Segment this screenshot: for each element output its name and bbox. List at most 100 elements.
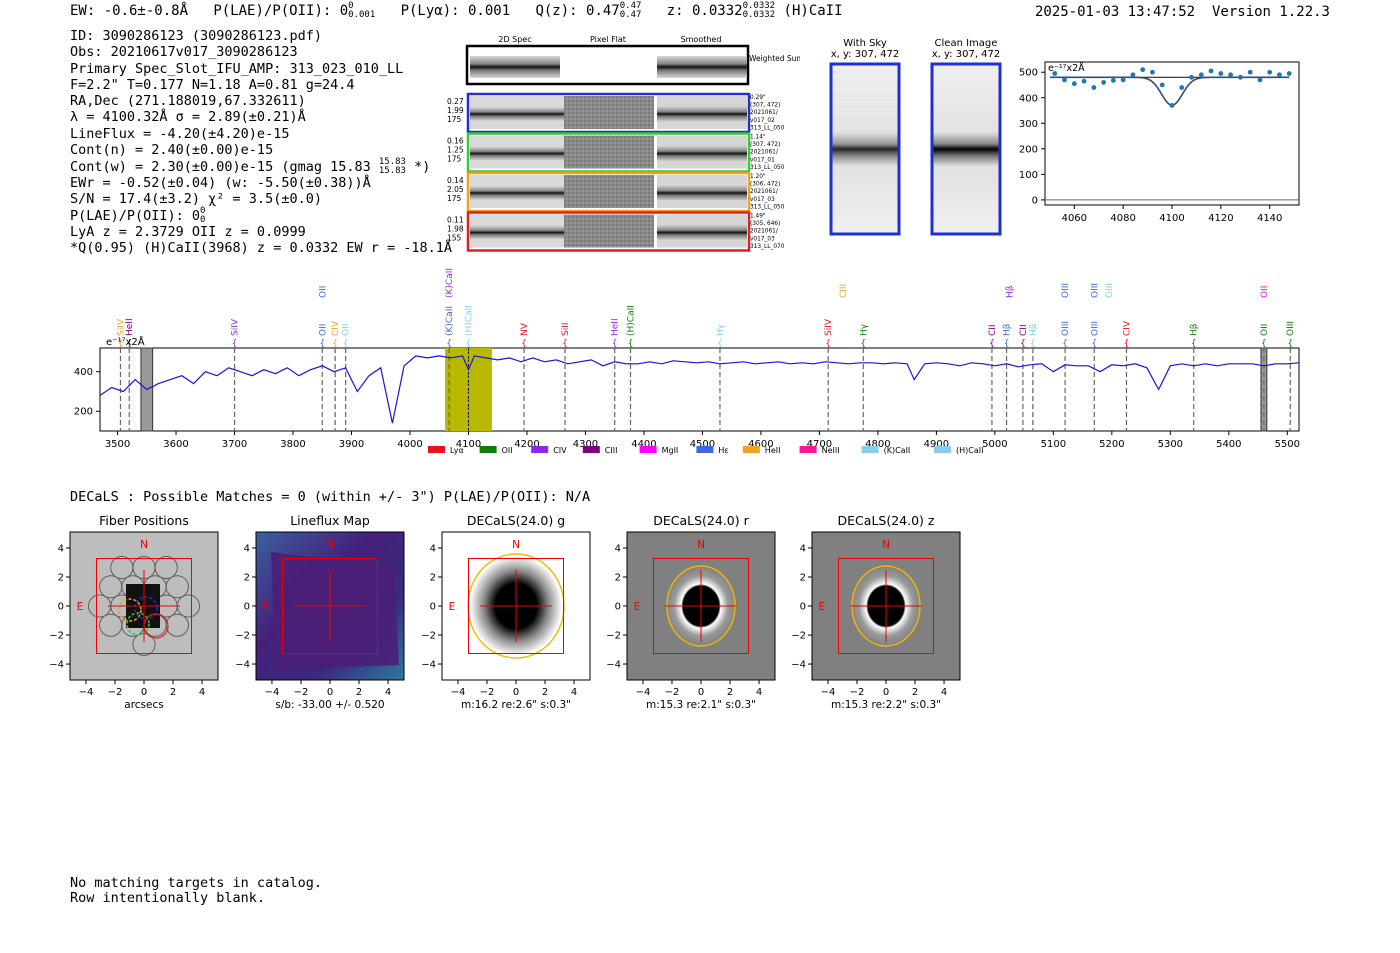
spectrum-line-brace: { (860, 339, 866, 349)
contw-sup: 15.83 (378, 157, 406, 168)
col-header-smoothed: Smoothed (681, 35, 722, 44)
decals-panel-xlabel: m:15.3 re:2.2" s:0.3" (831, 699, 941, 711)
decals-xtick-label: −2 (294, 687, 309, 698)
zoom-data-point (1267, 69, 1273, 75)
decals-xtick-label: −4 (451, 687, 466, 698)
spectrum-area: SiIV{HeII{SiIV{OII{CIV{OII{(K)CaII{(H)Ca… (74, 268, 1300, 455)
cutout-right-label: 313_LL_050 (750, 165, 785, 171)
spectrum-line-label: OII (342, 324, 352, 336)
info-block: ID: 3090286123 (3090286123.pdf) Obs: 202… (70, 28, 452, 256)
zoom-xtick-label: 4120 (1208, 213, 1233, 224)
zoom-model-curve (1049, 76, 1290, 107)
info-radec: RA,Dec (271.188019,67.332611) (70, 93, 306, 110)
spectrum-xtick-label: 5200 (1099, 439, 1124, 450)
cutout-pixel-flat (564, 214, 654, 248)
cutout-left-label: 1.99 (447, 106, 464, 115)
zoom-data-point (1110, 77, 1116, 83)
spectrum-xtick-label: 4400 (631, 439, 656, 450)
zoom-data-point (1257, 77, 1263, 83)
legend-label: CIII (605, 446, 618, 455)
cutout-right-label: v017_03 (750, 197, 775, 203)
spectra-cutouts: 2D Spec Pixel Flat Smoothed Weighted Sum… (447, 35, 800, 252)
with-sky-header: With Sky x, y: 307, 472 (830, 38, 900, 60)
spectrum-line-label: OII (1260, 324, 1270, 336)
spectrum-line-label: SiIV (231, 318, 241, 336)
spectrum-line-label: SiIV (824, 318, 834, 336)
cutout-right-label: 313_LL_050 (750, 204, 785, 210)
decals-ytick-label: −2 (49, 631, 64, 642)
timestamp: 2025-01-03 13:47:52 (1034, 4, 1196, 20)
spectrum-line-label: Hβ (1003, 323, 1013, 336)
weighted-sum-2d (470, 56, 560, 78)
info-sn: S/N = 17.4(±3.2) χ² = 3.5(±0.0) (70, 190, 322, 207)
cutout-right-label: 1.20" (750, 174, 766, 180)
spectrum-line-label: CIV (1122, 320, 1132, 336)
bottom-line2: Row intentionally blank. (70, 890, 266, 906)
decals-ytick-label: 2 (244, 572, 250, 583)
fiber-circle (165, 613, 189, 637)
col-header-pixelflat: Pixel Flat (590, 35, 626, 44)
spectrum-line-brace: { (466, 339, 472, 349)
spectrum-line-label: OIII (1061, 321, 1071, 336)
decals-xtick-label: 0 (698, 687, 704, 698)
decals-xtick-label: 4 (571, 687, 577, 698)
decals-panel-xlabel: m:16.2 re:2.6" s:0.3" (461, 699, 571, 711)
info-plae: P(LAE)/P(OII): 0 (70, 208, 201, 225)
lineflux-region (271, 552, 399, 670)
east-label: E (77, 601, 84, 613)
legend-swatch (639, 446, 657, 453)
zoom-xtick-label: 4080 (1110, 213, 1135, 224)
legend-swatch (479, 446, 497, 453)
spectrum-xtick-label: 4700 (807, 439, 832, 450)
spectrum-line-label: OIII (1286, 321, 1296, 336)
qz-label: Q(z): 0.47 (535, 3, 620, 19)
zoom-data-point (1140, 67, 1146, 73)
info-plae-sup: 0 (200, 206, 206, 217)
zoom-data-point (1071, 81, 1077, 87)
cutout-smoothed-band (657, 106, 747, 122)
zoom-plot: 0 100 200 300 400 500 4060 4080 4100 4120 4140 e⁻¹… (1019, 61, 1300, 224)
cutout-left-label: 0.27 (447, 97, 464, 106)
east-label: E (634, 601, 641, 613)
cutout-pixel-flat (564, 96, 654, 129)
legend-swatch (531, 446, 549, 453)
spectrum-xtick-label: 4800 (865, 439, 890, 450)
cutout-left-label: 175 (447, 115, 462, 124)
clean-image-frame (930, 62, 1002, 236)
zoom-data-point (1237, 74, 1243, 80)
info-primary: Primary Spec_Slot_IFU_AMP: 313_023_010_L… (70, 60, 404, 77)
z-label: z: 0.0332 (666, 3, 743, 19)
zoom-xtick-label: 4140 (1257, 213, 1282, 224)
zoom-data-point (1081, 78, 1087, 84)
decals-xtick-label: −4 (79, 687, 94, 698)
decals-xtick-label: 2 (542, 687, 548, 698)
spectrum-line-brace: { (1191, 339, 1197, 349)
spectrum-line-brace: { (332, 339, 338, 349)
zoom-data-point (1159, 82, 1165, 88)
cutout-2d-band (470, 107, 564, 121)
decals-ytick-label: 4 (615, 543, 621, 554)
spectrum-line-brace: { (612, 339, 618, 349)
decals-panel-title: Fiber Positions (99, 513, 189, 528)
decals-ytick-label: 0 (615, 602, 621, 613)
zoom-data-point (1218, 71, 1224, 76)
east-label: E (449, 601, 456, 613)
clean-image-xy: x, y: 307, 472 (931, 49, 1001, 60)
info-lambda: λ = 4100.32Å σ = 2.89(±0.21)Å (70, 109, 306, 126)
zoom-ytick-label: 300 (1019, 119, 1038, 130)
qz-sup: 0.47 (619, 1, 642, 11)
spectrum-line-brace: { (1020, 339, 1026, 349)
cutout-right-label: (307, 472) (750, 103, 780, 109)
spectrum-plot: SiIV{HeII{SiIV{OII{CIV{OII{(K)CaII{(H)Ca… (74, 268, 1300, 455)
legend-swatch (799, 446, 817, 453)
east-label: E (819, 601, 826, 613)
decals-xtick-label: 0 (327, 687, 333, 698)
decals-xtick-label: 4 (199, 687, 205, 698)
legend-swatch (861, 446, 879, 453)
spectrum-line-label: SiII (561, 322, 571, 336)
cutout-right-label: v017_01 (750, 157, 775, 163)
cutout-right-label: 1.49" (750, 214, 766, 220)
spectrum-xtick-label: 4200 (514, 439, 539, 450)
info-plae-row: P(LAE)/P(OII): 00 0 (70, 206, 452, 225)
